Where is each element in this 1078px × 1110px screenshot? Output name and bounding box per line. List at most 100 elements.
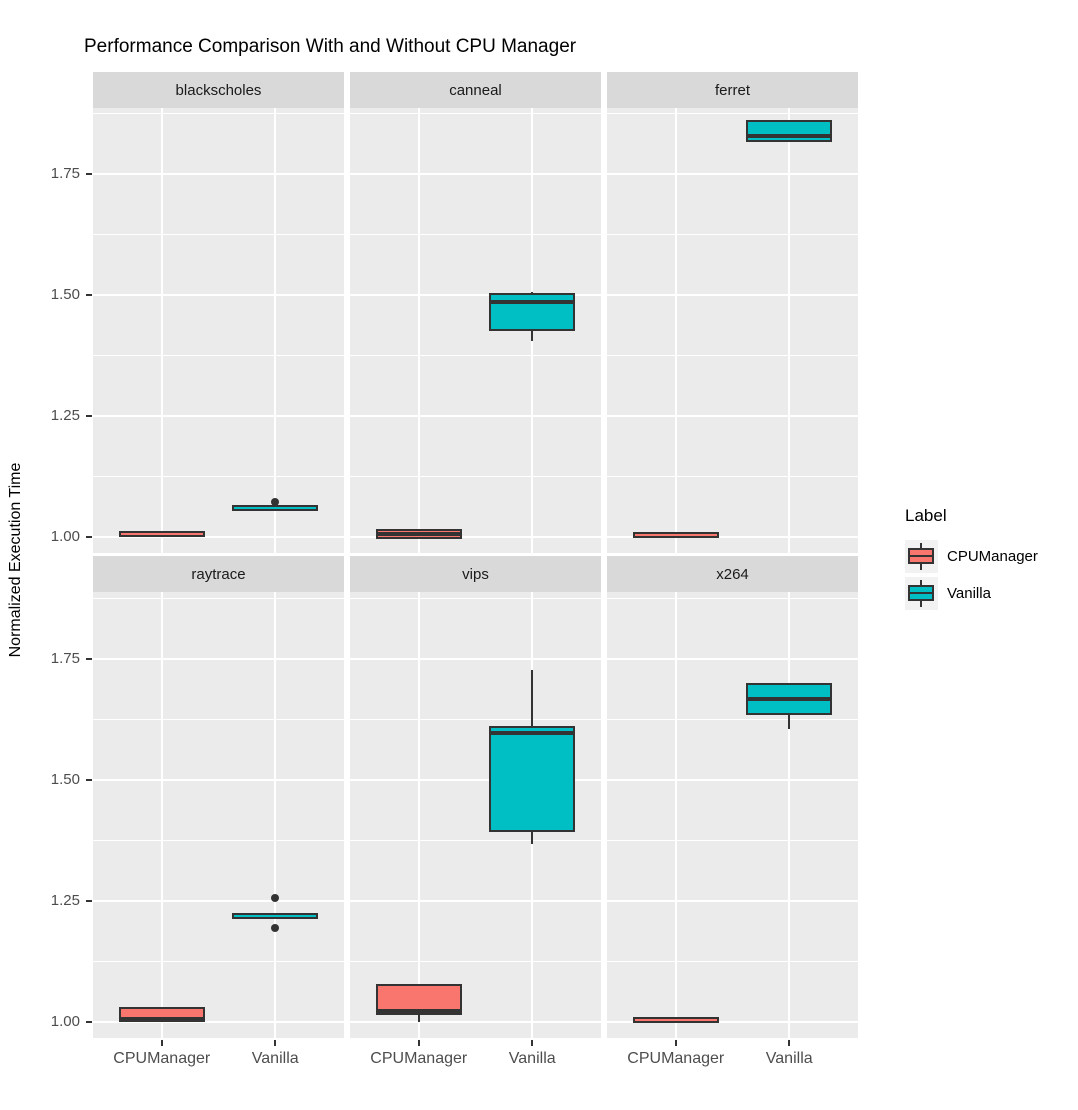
major-gridline <box>350 658 601 660</box>
major-gridline-vertical <box>274 108 277 553</box>
facet-panel <box>350 592 601 1038</box>
major-gridline <box>350 536 601 538</box>
y-tick <box>86 173 92 175</box>
y-tick-label: 1.25 <box>50 407 80 424</box>
minor-gridline <box>607 961 858 962</box>
facet-strip-label: canneal <box>449 81 502 99</box>
facet-panel <box>607 592 858 1038</box>
minor-gridline <box>93 113 344 114</box>
facet-strip: x264 <box>607 556 858 592</box>
major-gridline <box>607 900 858 902</box>
minor-gridline <box>607 476 858 477</box>
legend-item-label: Vanilla <box>947 585 991 602</box>
minor-gridline <box>93 598 344 599</box>
boxplot-box <box>746 119 833 143</box>
major-gridline <box>93 658 344 660</box>
x-tick-label: Vanilla <box>508 1050 556 1067</box>
facet-panel <box>350 108 601 553</box>
facet-panel <box>607 108 858 553</box>
box-median-line <box>491 731 574 736</box>
minor-gridline <box>350 840 601 841</box>
y-tick-label: 1.00 <box>50 1013 80 1030</box>
x-tick <box>531 1040 534 1046</box>
facet-strip: blackscholes <box>93 72 344 108</box>
y-tick <box>86 658 92 660</box>
legend-item-label: CPUManager <box>947 548 1038 565</box>
minor-gridline <box>607 355 858 356</box>
x-tick <box>788 1040 791 1046</box>
box-median-line <box>377 532 460 537</box>
major-gridline <box>607 173 858 175</box>
legend-key <box>905 540 938 573</box>
boxplot-box <box>632 531 719 538</box>
minor-gridline <box>93 961 344 962</box>
x-tick <box>417 1040 420 1046</box>
major-gridline-vertical <box>788 592 791 1038</box>
facet-strip: vips <box>350 556 601 592</box>
y-tick <box>86 900 92 902</box>
chart-title: Performance Comparison With and Without … <box>84 36 577 57</box>
x-tick-label: Vanilla <box>765 1050 813 1067</box>
minor-gridline <box>93 355 344 356</box>
minor-gridline <box>93 840 344 841</box>
major-gridline-vertical <box>788 108 791 553</box>
major-gridline <box>607 779 858 781</box>
major-gridline <box>607 658 858 660</box>
x-tick-label: CPUManager <box>113 1050 211 1067</box>
major-gridline <box>607 536 858 538</box>
minor-gridline <box>350 719 601 720</box>
facet-strip-label: blackscholes <box>175 81 262 99</box>
facet-strip-label: vips <box>462 565 489 583</box>
major-gridline <box>93 415 344 417</box>
legend-item: Vanilla <box>905 577 1038 610</box>
y-tick <box>86 415 92 417</box>
legend-item: CPUManager <box>905 540 1038 573</box>
major-gridline <box>350 173 601 175</box>
facet-strip-label: x264 <box>716 565 749 583</box>
x-tick-label: CPUManager <box>370 1050 468 1067</box>
minor-gridline <box>93 234 344 235</box>
x-tick-label: Vanilla <box>251 1050 299 1067</box>
major-gridline <box>93 294 344 296</box>
minor-gridline <box>350 598 601 599</box>
y-axis-title: Normalized Execution Time <box>7 462 24 658</box>
major-gridline-vertical <box>417 592 420 1038</box>
major-gridline-vertical <box>674 592 677 1038</box>
y-tick-label: 1.75 <box>50 650 80 667</box>
y-tick <box>86 1021 92 1023</box>
minor-gridline <box>350 476 601 477</box>
major-gridline <box>607 415 858 417</box>
y-tick-label: 1.75 <box>50 165 80 182</box>
legend-title: Label <box>905 506 947 525</box>
y-tick-label: 1.25 <box>50 892 80 909</box>
x-tick <box>674 1040 677 1046</box>
major-gridline <box>350 779 601 781</box>
boxplot-box <box>232 912 319 919</box>
major-gridline <box>93 900 344 902</box>
y-tick <box>86 536 92 538</box>
minor-gridline <box>607 234 858 235</box>
major-gridline-vertical <box>160 108 163 553</box>
major-gridline <box>93 536 344 538</box>
major-gridline <box>350 900 601 902</box>
minor-gridline <box>93 719 344 720</box>
box-median-line <box>120 1016 203 1021</box>
y-tick <box>86 779 92 781</box>
legend-key <box>905 577 938 610</box>
major-gridline <box>350 415 601 417</box>
facet-panel <box>93 108 344 553</box>
boxplot-box <box>489 725 576 832</box>
box-median-line <box>377 1009 460 1014</box>
legend-key-median <box>910 592 932 594</box>
minor-gridline <box>350 113 601 114</box>
major-gridline <box>350 294 601 296</box>
major-gridline-vertical <box>160 592 163 1038</box>
minor-gridline <box>607 719 858 720</box>
box-median-line <box>748 134 831 139</box>
minor-gridline <box>93 476 344 477</box>
box-median-line <box>748 697 831 702</box>
y-tick-label: 1.00 <box>50 528 80 545</box>
y-tick-label: 1.50 <box>50 286 80 303</box>
box-median-line <box>491 300 574 305</box>
facet-strip-label: raytrace <box>191 565 246 583</box>
